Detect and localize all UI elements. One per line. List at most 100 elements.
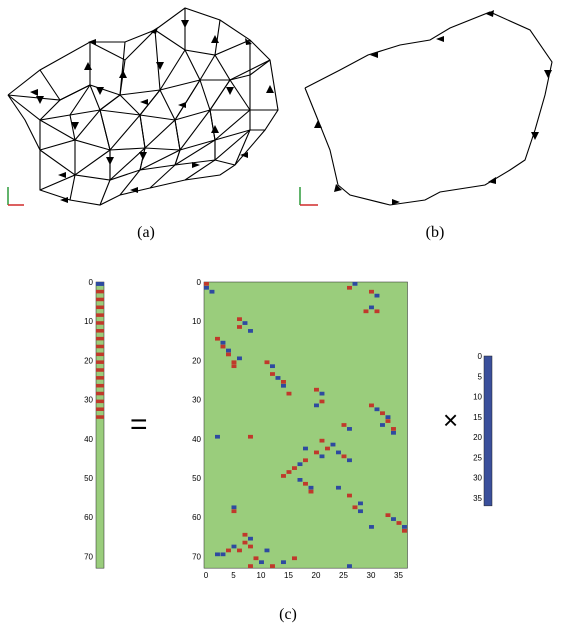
matrix-cell [385,513,391,518]
times-sign: × [443,405,459,435]
matrix-cell [226,548,231,553]
ytick-label: 10 [84,317,93,326]
matrix-cell [308,489,314,494]
matrix-cell [402,525,407,529]
matrix-cell [374,309,380,314]
matrix-cell [281,474,286,478]
matrix-cell [215,434,220,439]
xtick-label: 10 [257,571,266,580]
matrix-cell [391,427,396,431]
matrix-cell [374,407,380,412]
matrix-cell [281,380,286,384]
ytick-label: 0 [89,278,94,287]
matrix-cell [314,450,319,455]
ytick-label: 40 [192,435,201,444]
matrix-cell [380,423,385,427]
matrix-cell [253,556,259,561]
matrix-cell [336,450,341,455]
matrix-cell [242,321,248,325]
matrix-cell [220,340,226,345]
xtick-label: 0 [204,571,209,580]
matrix-cell [231,360,237,365]
matrix-cell [215,552,220,557]
matrix-cell [286,391,292,396]
ytick-label: 40 [84,435,93,444]
matrix-cell [220,552,226,557]
matrix-cell [220,344,226,349]
matrix-cell [231,364,237,369]
matrix-cell [231,505,237,510]
matrix-cell [369,525,374,529]
graph-mesh-a [7,7,279,206]
matrix-cell [347,427,352,431]
matrix-cell [347,493,352,498]
vector-cell [96,399,104,404]
matrix-cell [391,517,396,521]
matrix-cell [297,462,303,467]
matrix-cell [347,285,352,290]
ytick-label: 30 [192,396,201,405]
vector-cell [96,376,104,380]
vector-cell [96,313,104,317]
vector-body [483,355,493,507]
matrix-cell [264,548,270,553]
axis-icon-b [299,187,318,206]
matrix-cell [319,399,325,404]
matrix-cell [264,360,270,365]
xtick-label: 25 [339,571,348,580]
matrix-cell [281,383,286,388]
ytick-label: 50 [84,474,93,483]
matrix-cell [369,403,374,408]
matrix-cell [237,325,242,329]
matrix-cell [215,336,220,341]
caption-b: (b) [425,224,445,241]
right-vector-plot: 0 5 10 15 20 25 30 35 [473,352,493,507]
matrix-cell [231,509,237,514]
ytick-label: 30 [473,474,482,483]
vector-cell [96,415,104,419]
matrix-cell [347,458,352,463]
incidence-matrix-plot: 0 10 20 30 40 50 60 70 0 5 10 15 20 25 30 35 [192,278,408,580]
vector-cell [96,407,104,411]
ytick-label: 20 [473,433,482,442]
ytick-label: 50 [192,474,201,483]
ytick-label: 10 [192,317,201,326]
matrix-cell [281,560,286,565]
matrix-cell [396,521,402,525]
matrix-cell [308,485,314,490]
matrix-cell [319,454,325,459]
matrix-cell [231,544,237,549]
matrix-body [203,281,408,569]
equals-sign: = [130,408,148,441]
matrix-cell [292,466,297,470]
matrix-cell [242,540,248,545]
matrix-cell [352,282,358,286]
matrix-cell [303,446,308,451]
vector-body [95,281,105,569]
matrix-cell [303,458,308,463]
vector-cell [96,352,104,357]
matrix-cell [385,419,391,423]
ytick-label: 70 [192,552,201,561]
matrix-cell [347,564,352,568]
matrix-cell [270,564,275,568]
matrix-cell [314,403,319,408]
matrix-cell [248,329,253,333]
ytick-label: 0 [197,278,202,287]
matrix-cell [319,438,325,443]
matrix-cell [226,348,231,353]
xtick-label: 5 [231,571,236,580]
vector-cell [96,360,104,364]
vector-cell [96,282,104,286]
vector-cell [96,305,104,310]
matrix-cell [237,356,242,361]
ytick-label: 0 [478,352,483,361]
vector-cell [96,321,104,325]
matrix-cell [209,289,215,294]
vector-cell [96,383,104,388]
ytick-label: 30 [84,396,93,405]
matrix-cell [336,485,341,490]
matrix-cell [292,556,297,561]
xtick-label: 30 [367,571,376,580]
matrix-cell [242,532,248,537]
